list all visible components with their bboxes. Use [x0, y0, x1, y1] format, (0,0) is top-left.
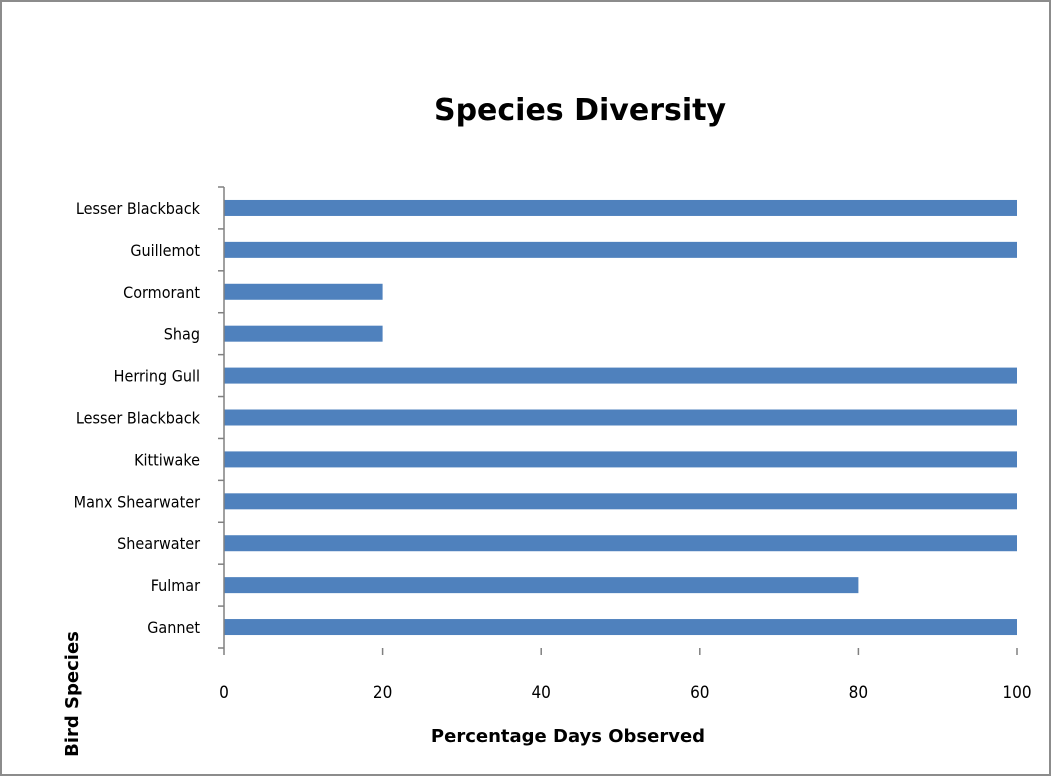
bar-5: [224, 409, 1017, 426]
category-label-4: Kittiwake: [134, 450, 200, 469]
x-tick-label-4: 80: [849, 683, 868, 703]
x-tick-label-5: 100: [1002, 683, 1031, 703]
x-tick-label-1: 20: [373, 683, 392, 703]
axes-group: [218, 186, 1018, 655]
x-tick-label-2: 40: [531, 683, 550, 703]
chart-title: Species Diversity: [434, 93, 727, 128]
bar-10: [224, 199, 1017, 216]
bar-0: [224, 619, 1017, 636]
category-label-9: Guillemot: [130, 241, 200, 260]
category-label-7: Shag: [164, 325, 200, 344]
bar-2: [224, 535, 1017, 552]
category-label-1: Fulmar: [151, 576, 200, 595]
category-labels: Gannet Fulmar Shearwater Manx Shearwater Kit…: [74, 199, 201, 637]
category-label-8: Cormorant: [123, 283, 200, 302]
bar-7: [224, 325, 383, 342]
bar-4: [224, 451, 1017, 468]
category-label-2: Shearwater: [117, 534, 200, 553]
x-axis-title: Percentage Days Observed: [431, 726, 705, 747]
bar-1: [224, 577, 859, 594]
bars-group: [224, 199, 1017, 636]
x-tick-labels: 0 20 40 60 80 100: [219, 683, 1031, 703]
category-label-10: Lesser Blackback: [76, 199, 201, 218]
category-label-5: Lesser Blackback: [76, 409, 201, 428]
bar-6: [224, 367, 1017, 384]
x-tick-label-0: 0: [219, 683, 229, 703]
bar-9: [224, 241, 1017, 258]
bar-3: [224, 493, 1017, 510]
category-label-3: Manx Shearwater: [74, 492, 200, 511]
x-tick-label-3: 60: [690, 683, 709, 703]
bar-8: [224, 283, 383, 300]
category-label-6: Herring Gull: [114, 367, 200, 386]
category-label-0: Gannet: [147, 618, 200, 637]
y-axis-title: Bird Species: [62, 631, 83, 757]
